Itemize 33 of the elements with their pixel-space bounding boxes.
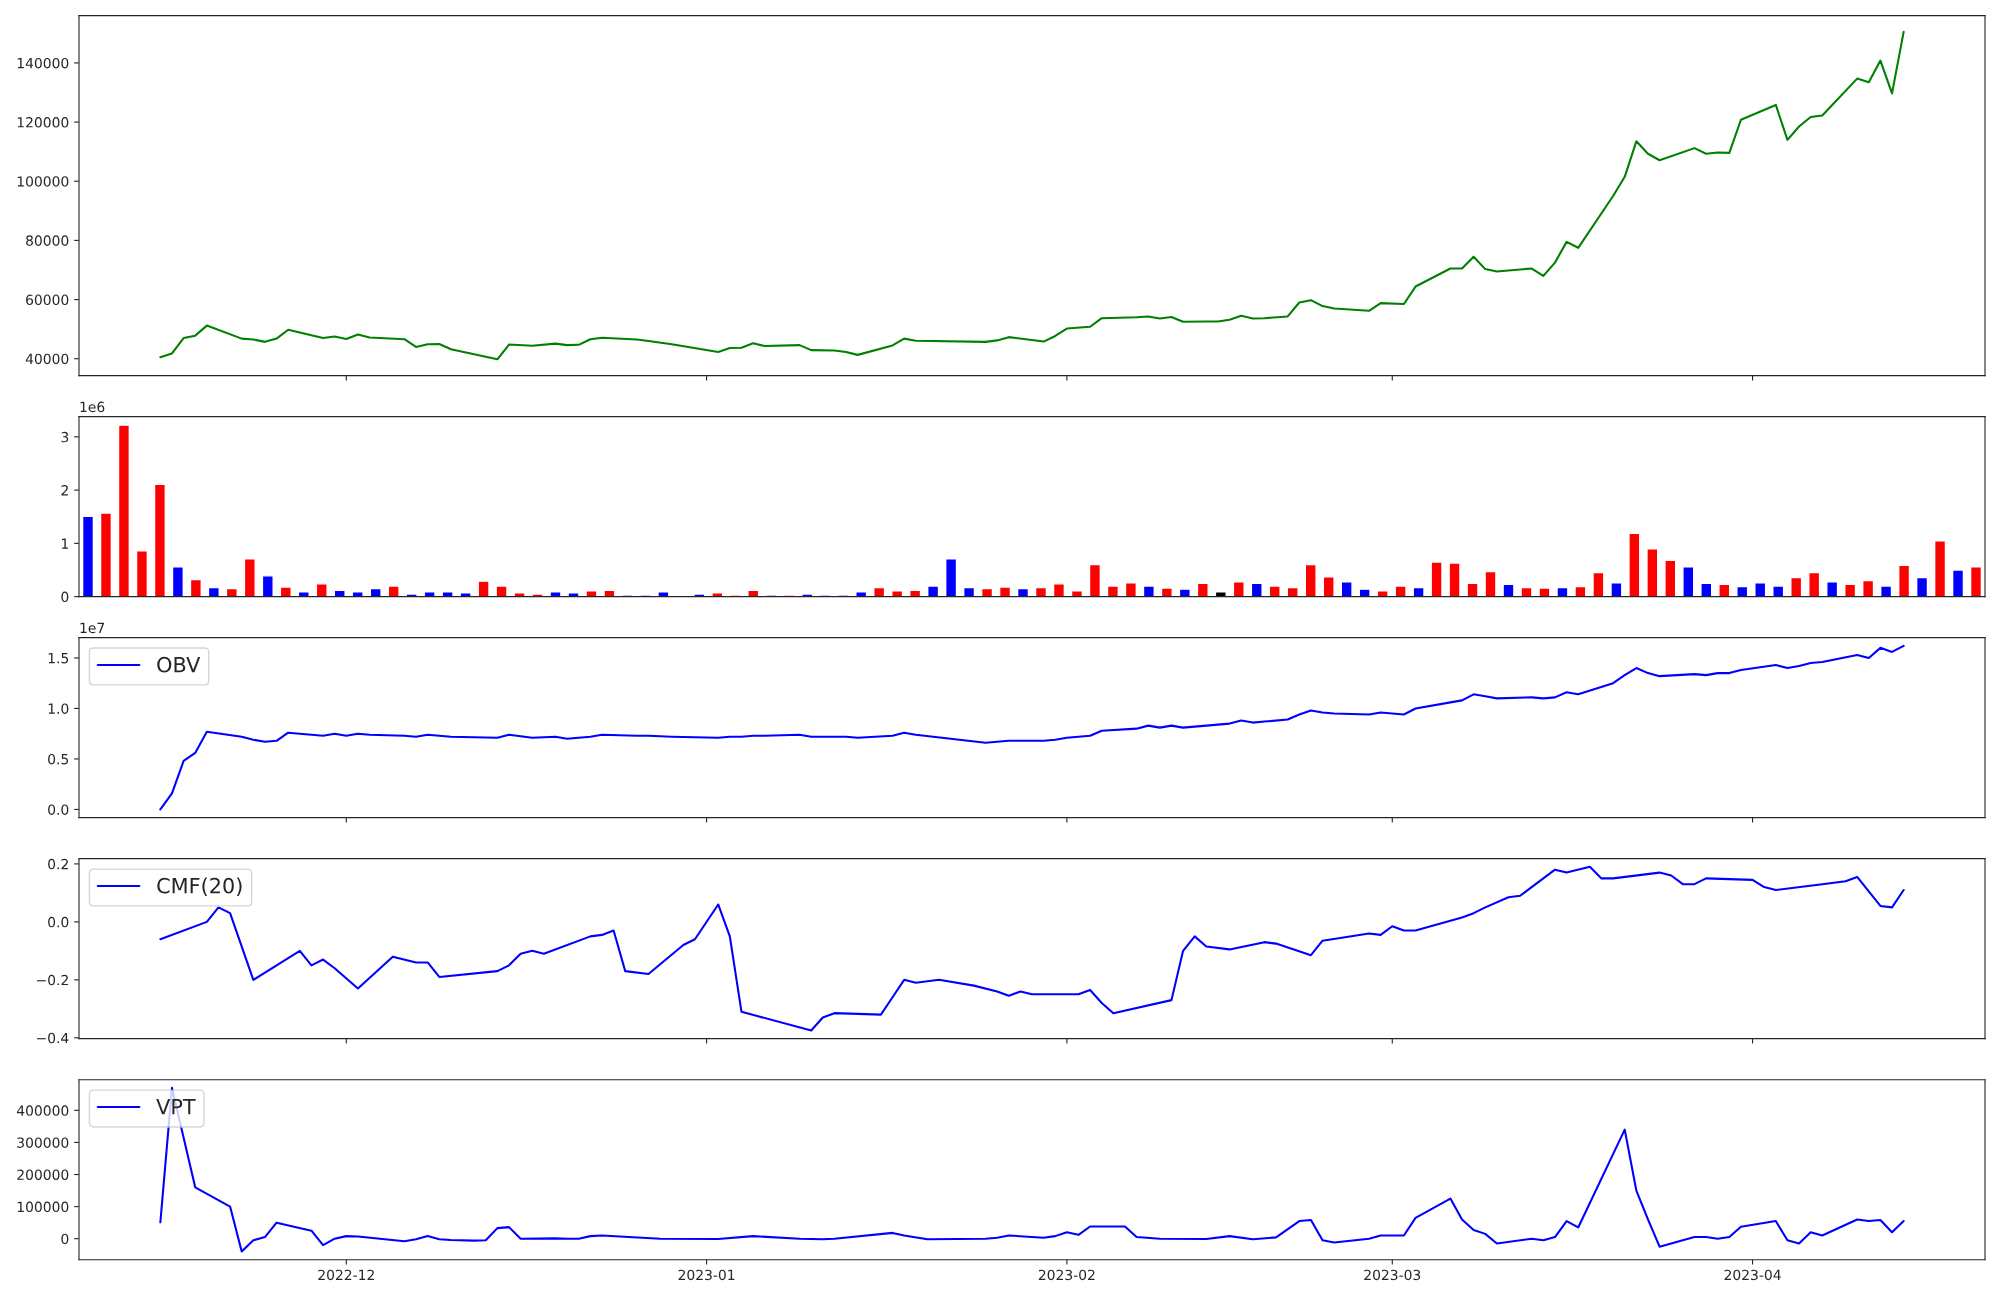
x-tick-label: 2023-04 [1724,1269,1781,1281]
y-tick-label: 80000 [26,235,69,246]
y-tick-label: 0.0 [48,804,69,815]
y-tick-label: 200000 [17,1169,69,1180]
y-tick-label: 3 [61,431,69,443]
y-tick-label: 100000 [17,176,69,187]
y-tick-label: −0.2 [37,974,68,986]
y-tick-label: 0 [61,1233,69,1245]
y-tick-label: 0.2 [48,858,68,870]
y-tick-label: 0.0 [48,916,69,928]
y-tick-label: 100000 [17,1201,69,1213]
y-tick-label: 40000 [25,353,69,365]
x-tick-label: 2023-01 [678,1269,735,1281]
text: 1e7 [80,622,105,634]
legend-label: VPT [156,1099,196,1115]
y-tick-label: 60000 [26,294,69,306]
y-tick-label: 140000 [17,57,69,69]
legend-label: OBV [157,656,201,673]
legend-label: CMF(20) [157,877,242,897]
y-tick-label: 1 [61,538,68,549]
y-tick-label: 1.0 [48,703,69,714]
y-tick-label: 120000 [17,117,69,128]
y-tick-label: 1.5 [48,653,69,664]
y-tick-label: 0.5 [48,753,69,765]
y-tick-label: 0 [61,591,69,603]
x-tick-label: 2022-12 [318,1269,374,1281]
x-tick-label: 2023-03 [1364,1269,1421,1281]
x-tick-label: 2023-02 [1038,1269,1095,1281]
y-tick-label: 400000 [16,1105,69,1116]
text: 1e6 [80,401,105,413]
y-tick-label: −0.4 [37,1032,69,1044]
y-tick-label: 2 [61,485,68,496]
y-tick-label: 300000 [17,1137,69,1148]
